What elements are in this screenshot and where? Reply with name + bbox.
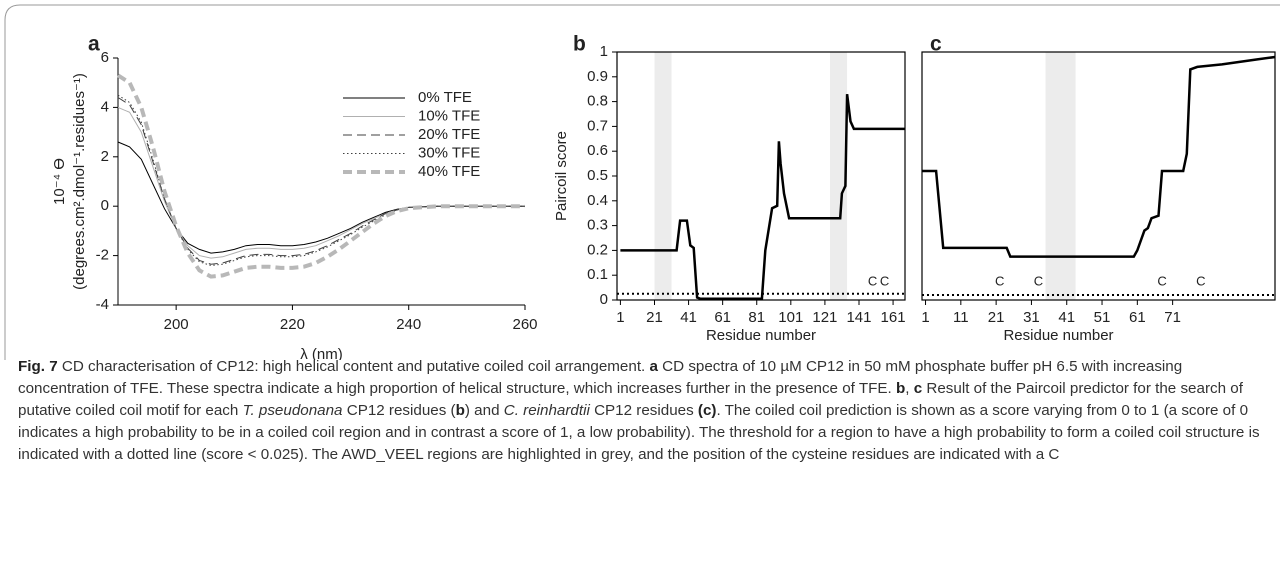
panel-ref: c xyxy=(913,380,923,397)
y-tick-label: 0.1 xyxy=(587,266,608,283)
caption-text: CP12 residues xyxy=(589,402,698,419)
plot-frame xyxy=(921,51,1276,301)
caption: Fig. 7 CD characterisation of CP12: high… xyxy=(18,356,1270,466)
panel-ref: a xyxy=(649,358,658,375)
x-tick-label: 161 xyxy=(881,309,906,326)
panel-ref: b xyxy=(455,402,465,419)
caption-text: CD spectra of 10 µM CP12 in 50 mM phosph… xyxy=(18,358,1183,397)
figure: -4 -2 0 2 4 6 200 220 240 260 a λ (nm) 10⁻⁴ ϴ (degree… xyxy=(4,4,1280,360)
cysteine-label: C xyxy=(880,273,889,288)
legend-label: 40% TFE xyxy=(418,163,480,180)
x-axis-label: Residue number xyxy=(706,327,816,344)
x-tick-label: 21 xyxy=(988,309,1005,326)
panel-label: a xyxy=(88,33,100,56)
x-tick-label: 81 xyxy=(748,309,765,326)
cysteine-label: C xyxy=(868,273,877,288)
x-axis-label: Residue number xyxy=(1003,327,1113,344)
y-tick-label: 2 xyxy=(101,148,109,165)
data-line xyxy=(922,55,1276,258)
species: T. pseudonana xyxy=(242,402,343,419)
cysteine-label: C xyxy=(995,273,1004,288)
cysteine-label: C xyxy=(1157,273,1166,288)
x-tick-label: 240 xyxy=(396,316,421,333)
y-tick-label: 0.5 xyxy=(587,167,608,184)
legend-label: 0% TFE xyxy=(418,89,472,106)
x-tick-label: 141 xyxy=(846,309,871,326)
highlight-band xyxy=(830,52,848,300)
x-tick-label: 200 xyxy=(164,316,189,333)
y-tick-label: 0.9 xyxy=(587,68,608,85)
x-tick-label: 71 xyxy=(1164,309,1181,326)
caption-text: CP12 residues ( xyxy=(342,402,456,419)
x-tick-label: 101 xyxy=(778,309,803,326)
caption-text: Result of the Paircoil predictor for the… xyxy=(18,380,1243,419)
y-tick-label: -2 xyxy=(96,247,109,264)
x-axis-label: λ (nm) xyxy=(300,346,343,360)
data-line xyxy=(620,94,905,301)
fig-label: Fig. 7 xyxy=(18,358,58,375)
x-tick-label: 51 xyxy=(1094,309,1111,326)
x-tick-label: 220 xyxy=(280,316,305,333)
x-tick-label: 11 xyxy=(953,309,969,326)
y-tick-label: 1 xyxy=(600,43,608,60)
data-line xyxy=(116,73,525,279)
panel-ref: b xyxy=(895,380,906,397)
caption-text: , xyxy=(905,380,914,397)
cysteine-label: C xyxy=(1196,273,1205,288)
highlight-band xyxy=(654,52,672,300)
legend-label: 30% TFE xyxy=(418,144,480,161)
y-tick-label: 4 xyxy=(101,98,109,115)
x-tick-label: 61 xyxy=(1129,309,1146,326)
panel-label: c xyxy=(930,33,942,56)
y-tick-label: 0 xyxy=(101,197,109,214)
x-tick-label: 1 xyxy=(616,309,624,326)
x-tick-label: 1 xyxy=(921,309,929,326)
y-tick-label: 0 xyxy=(600,291,608,308)
y-tick-label: 0.2 xyxy=(587,241,608,258)
legend-label: 20% TFE xyxy=(418,126,480,143)
species: C. reinhardtii xyxy=(503,402,590,419)
cysteine-label: C xyxy=(1034,273,1043,288)
y-tick-label: 0.7 xyxy=(587,117,608,134)
x-tick-label: 41 xyxy=(680,309,697,326)
y-axis-label: (degrees.cm².dmol⁻¹.residues⁻¹) xyxy=(71,73,88,290)
panel-label: b xyxy=(573,33,586,56)
caption-text: CD characterisation of CP12: high helica… xyxy=(57,358,650,375)
x-tick-label: 31 xyxy=(1023,309,1040,326)
y-axis-label: Paircoil score xyxy=(553,131,570,221)
y-tick-label: -4 xyxy=(96,296,109,313)
legend-label: 10% TFE xyxy=(418,107,480,124)
panel-ref: (c) xyxy=(697,402,717,419)
y-axis-label: 10⁻⁴ ϴ xyxy=(51,158,68,205)
y-tick-label: 0.8 xyxy=(587,93,608,110)
caption-text: ) and xyxy=(464,402,504,419)
y-tick-label: 0.4 xyxy=(587,192,608,209)
x-tick-label: 61 xyxy=(714,309,731,326)
x-tick-label: 121 xyxy=(812,309,837,326)
caption-text: . The coiled coil prediction is shown as… xyxy=(18,402,1260,463)
highlight-band xyxy=(1045,52,1076,300)
x-tick-label: 21 xyxy=(646,309,663,326)
y-tick-label: 0.3 xyxy=(587,217,608,234)
figure-border xyxy=(4,4,1280,360)
y-tick-label: 0.6 xyxy=(587,142,608,159)
x-tick-label: 41 xyxy=(1058,309,1075,326)
x-tick-label: 260 xyxy=(512,316,537,333)
y-tick-label: 6 xyxy=(101,49,109,66)
